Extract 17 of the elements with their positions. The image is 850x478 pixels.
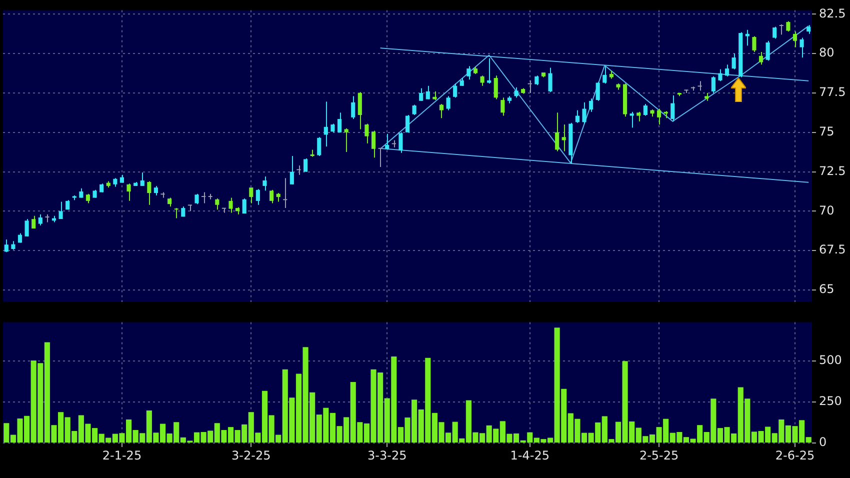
x-tick-label: 2-1-25 xyxy=(102,448,142,462)
y-tick-label: 72.5 xyxy=(819,164,846,178)
y-tick-label: 67.5 xyxy=(819,242,846,257)
y-tick-label: 80 xyxy=(819,46,834,60)
y-tick-label: 70 xyxy=(819,203,834,218)
x-tick-label: 2-6-25 xyxy=(775,448,815,462)
x-tick-label: 2-5-25 xyxy=(639,448,679,462)
y-tick-label: 75 xyxy=(819,124,834,138)
y-tick-label: 77.5 xyxy=(819,85,846,100)
y-tick-label: 65 xyxy=(819,282,834,296)
y-tick-label: 82.5 xyxy=(819,6,846,20)
x-tick-label: 3-3-25 xyxy=(368,448,407,462)
x-tick-label: 1-4-25 xyxy=(510,448,550,462)
y-tick-label: 0 xyxy=(819,435,827,450)
x-tick-label: 3-2-25 xyxy=(232,448,271,462)
y-tick-label: 500 xyxy=(819,352,842,367)
y-tick-label: 250 xyxy=(819,394,842,408)
